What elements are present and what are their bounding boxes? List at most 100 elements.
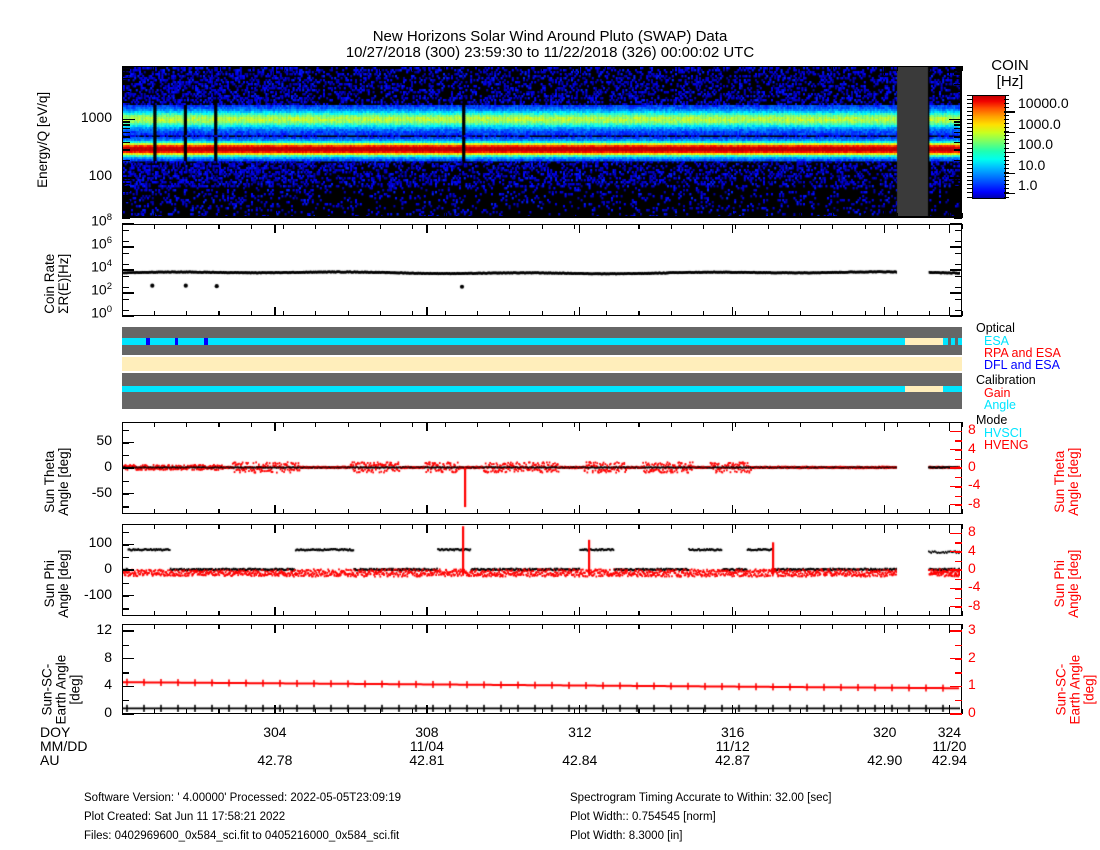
tick-mark [767, 66, 769, 71]
xaxis-tick-au: 42.81 [409, 752, 445, 768]
page-subtitle: 10/27/2018 (300) 23:59:30 to 11/22/2018 … [345, 44, 755, 61]
tick-mark [703, 66, 705, 71]
tick-mark [186, 611, 188, 616]
tick-mark [121, 611, 123, 616]
tick-mark [122, 608, 129, 610]
tick-mark [315, 524, 317, 529]
tick-mark [731, 209, 734, 218]
tick-mark [606, 524, 608, 529]
tick-mark [426, 705, 428, 714]
tick-mark [832, 311, 834, 316]
tick-mark [954, 149, 962, 151]
tick-mark [950, 292, 962, 294]
tick-mark [961, 611, 963, 616]
tick-mark [606, 709, 608, 714]
tick-mark [967, 184, 972, 186]
tick-mark [122, 269, 134, 271]
tick-mark [955, 672, 962, 674]
tick-mark [122, 644, 129, 646]
tick-mark [541, 422, 543, 427]
tick-mark [186, 509, 188, 514]
tick-mark [864, 509, 866, 514]
tick-mark [218, 709, 220, 714]
tick-mark [122, 200, 130, 202]
tick-mark [967, 94, 972, 96]
tick-mark [579, 607, 581, 616]
tick-mark [186, 311, 188, 316]
tick-mark [274, 505, 276, 514]
tick-mark [122, 194, 130, 197]
tick-mark [379, 66, 382, 71]
tick-mark [153, 524, 155, 529]
tick-mark [967, 106, 972, 108]
tick-mark [274, 307, 276, 316]
tick-mark [283, 311, 285, 316]
tick-mark [1004, 196, 1009, 198]
tick-mark [1004, 135, 1009, 137]
tick-mark [735, 311, 737, 316]
tick-mark [444, 311, 446, 316]
tick-mark [1004, 147, 1009, 149]
tick-mark [379, 509, 382, 514]
tick-mark [638, 224, 640, 229]
tick-mark [122, 582, 129, 584]
tick-mark [283, 224, 285, 229]
tick-mark [1004, 184, 1009, 186]
tick-mark [122, 275, 129, 277]
tick-mark [948, 607, 951, 616]
coin-rate-ytick: 104 [91, 258, 112, 275]
tick-mark [735, 509, 737, 514]
tick-mark [1004, 139, 1009, 141]
tick-mark [735, 66, 737, 71]
tick-mark [1004, 172, 1015, 174]
tick-mark [579, 209, 581, 218]
tick-mark [929, 224, 931, 229]
tick-mark [218, 524, 220, 529]
tick-mark [967, 188, 972, 190]
tick-mark [121, 709, 123, 714]
tick-mark [250, 224, 252, 229]
tick-mark [1004, 151, 1009, 153]
xaxis-tick-au: 42.90 [867, 752, 903, 768]
tick-mark [606, 311, 608, 316]
spectrogram-panel [122, 66, 962, 218]
coin-rate-ytick: 106 [91, 235, 112, 252]
tick-mark [121, 524, 123, 529]
tick-mark [541, 624, 543, 629]
tick-mark [250, 709, 252, 714]
tick-mark [541, 311, 543, 316]
sun-sc-earth-ytick-right: 1 [968, 676, 976, 693]
tick-mark [606, 213, 608, 218]
tick-mark [896, 66, 898, 71]
tick-mark [122, 69, 130, 71]
tick-mark [412, 524, 414, 529]
tick-mark [426, 422, 428, 431]
tick-mark [412, 709, 414, 714]
tick-mark [476, 224, 478, 229]
sun-phi-ytick-right: -8 [968, 596, 981, 613]
xaxis-row-label-mm-dd: MM/DD [40, 738, 88, 754]
tick-mark [954, 142, 962, 144]
tick-mark [444, 709, 446, 714]
tick-mark [315, 709, 317, 714]
footer-right-line-3: Plot Width: 8.3000 [in] [570, 830, 683, 842]
tick-mark [896, 524, 898, 529]
tick-mark [573, 66, 575, 71]
tick-mark [347, 509, 349, 514]
sun-sc-earth-ylabel-right: Sun-SC- Earth Angle [deg] [1053, 654, 1096, 725]
tick-mark [283, 624, 285, 629]
tick-mark [1004, 102, 1009, 104]
tick-mark [426, 624, 428, 633]
tick-mark [955, 560, 962, 562]
tick-mark [638, 611, 640, 616]
tick-mark [122, 595, 129, 597]
tick-mark [250, 311, 252, 316]
tick-mark [731, 624, 734, 633]
tick-mark [832, 709, 834, 714]
tick-mark [250, 611, 252, 616]
tick-mark [250, 509, 252, 514]
tick-mark [735, 524, 737, 529]
sun-phi-ytick-right: -4 [968, 578, 981, 595]
tick-mark [954, 136, 962, 138]
tick-mark [347, 422, 349, 427]
